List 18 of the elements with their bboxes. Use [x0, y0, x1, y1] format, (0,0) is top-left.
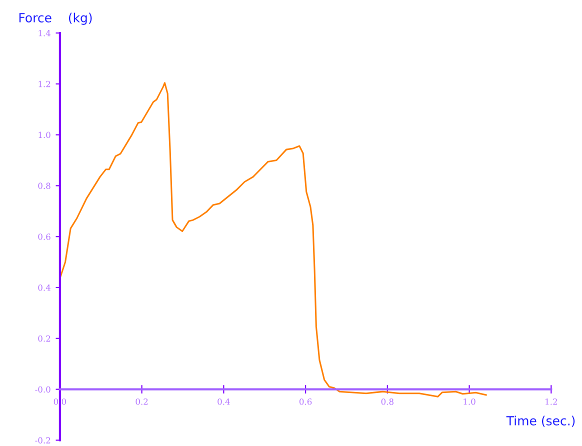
x-tick-label: 1.2 [546, 398, 557, 405]
y-axis-title: Force (kg) [19, 12, 92, 25]
y-tick-label: 0.2 [38, 335, 50, 342]
y-tick-label: 1.2 [38, 80, 50, 88]
y-tick-label: -0.0 [35, 386, 50, 393]
y-tick-label: 0.4 [38, 284, 50, 291]
x-axis-title: Time (sec.) [506, 416, 575, 427]
y-tick-label: 1.0 [38, 132, 50, 138]
line-series [60, 82, 487, 398]
y-tick-label: -0.2 [35, 437, 50, 444]
y-tick-label: 0.8 [38, 182, 50, 189]
x-tick-label: 1.0 [464, 398, 476, 405]
x-tick-label: 0.6 [299, 398, 312, 405]
x-tick-label: 0.2 [136, 398, 148, 405]
y-tick-label: 1.4 [38, 30, 50, 36]
y-tick-label: 0.6 [38, 234, 50, 240]
x-tick-label: 0.8 [381, 398, 394, 405]
x-tick-label: 0.4 [218, 398, 230, 405]
